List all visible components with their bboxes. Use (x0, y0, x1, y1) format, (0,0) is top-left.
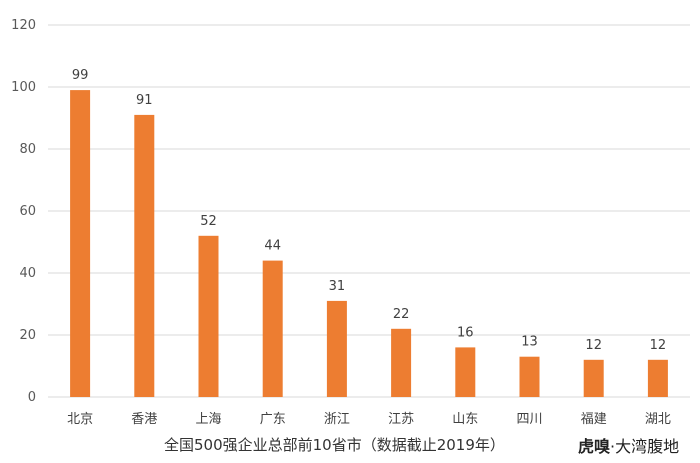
watermark-brand: 虎嗅 (578, 437, 611, 456)
watermark-separator: · (610, 437, 616, 456)
category-label: 福建 (581, 412, 607, 427)
category-label: 浙江 (324, 412, 350, 427)
data-label: 31 (329, 279, 346, 294)
data-labels: 99 91 52 44 31 22 16 13 12 12 (72, 68, 666, 353)
category-label: 上海 (195, 412, 221, 427)
bar (70, 90, 91, 397)
bar (326, 300, 347, 397)
category-label: 江苏 (388, 411, 414, 427)
y-axis-ticks: 0 20 40 60 80 100 120 (11, 18, 36, 405)
gridlines (48, 24, 690, 398)
y-tick-label: 0 (28, 390, 36, 405)
bar (391, 328, 412, 397)
data-label: 12 (585, 338, 602, 353)
bar (647, 359, 668, 397)
y-tick-label: 20 (19, 328, 36, 343)
y-tick-label: 120 (11, 18, 36, 33)
data-label: 12 (650, 338, 667, 353)
category-label: 广东 (260, 412, 286, 427)
bar (134, 114, 155, 398)
category-label: 山东 (452, 412, 478, 427)
category-label: 北京 (67, 412, 93, 427)
data-label: 52 (200, 214, 217, 229)
bar (519, 356, 540, 397)
category-labels: 北京 香港 上海 广东 浙江 江苏 山东 四川 福建 湖北 (67, 411, 671, 427)
data-label: 44 (264, 239, 281, 254)
bar (583, 359, 604, 397)
data-label: 22 (393, 307, 410, 322)
category-label: 湖北 (645, 412, 671, 427)
bar (455, 347, 476, 397)
chart-caption: 全国500强企业总部前10省市（数据截止2019年） (164, 436, 505, 454)
y-tick-label: 100 (11, 80, 36, 95)
data-label: 99 (72, 68, 89, 83)
data-label: 16 (457, 325, 474, 340)
y-tick-label: 40 (19, 266, 36, 281)
category-label: 香港 (131, 412, 157, 427)
bar (198, 235, 219, 397)
bars (70, 90, 668, 398)
bar (262, 260, 283, 397)
data-label: 13 (521, 335, 538, 350)
bar-chart: 0 20 40 60 80 100 120 99 91 52 44 31 22 16 13 12 12 北京 香… (11, 18, 690, 427)
watermark-text: 大湾腹地 (615, 437, 680, 456)
y-tick-label: 80 (19, 142, 36, 157)
watermark: 虎嗅·大湾腹地 (578, 433, 679, 457)
y-tick-label: 60 (19, 204, 36, 219)
data-label: 91 (136, 93, 153, 108)
category-label: 四川 (516, 412, 542, 427)
